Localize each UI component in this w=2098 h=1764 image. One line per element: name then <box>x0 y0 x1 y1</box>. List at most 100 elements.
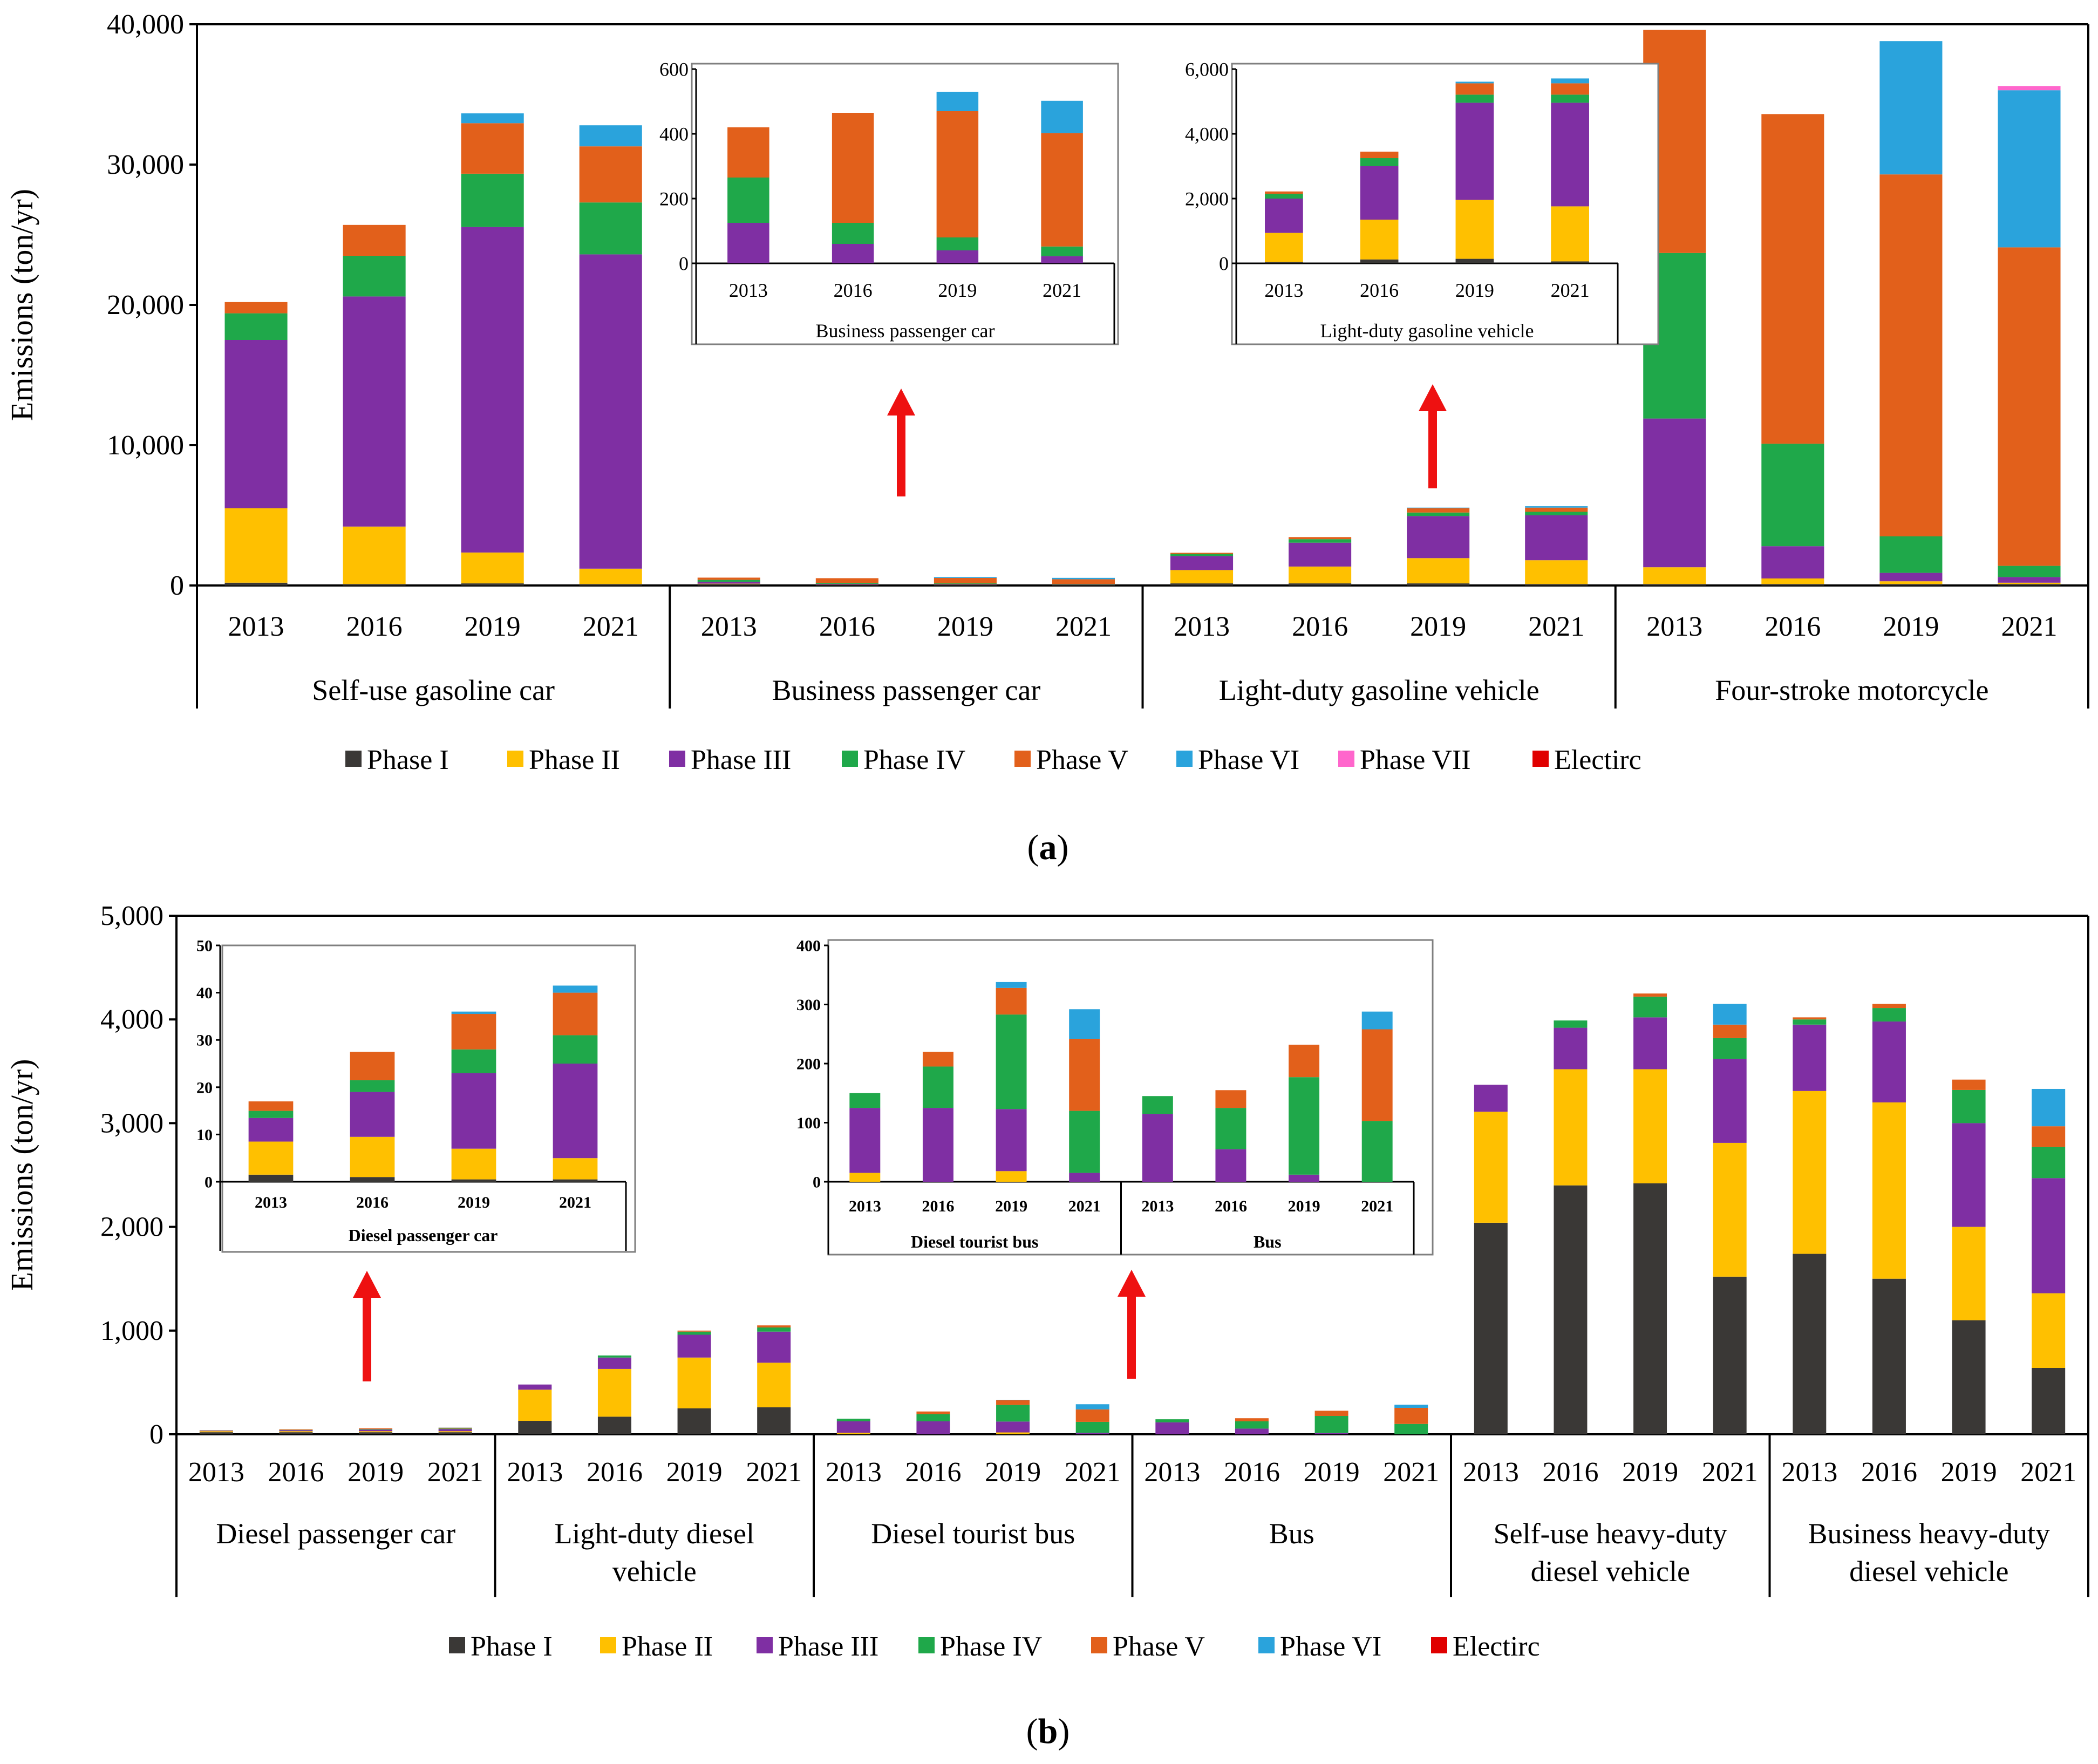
bar-segment-phase-v <box>343 224 406 256</box>
bar-segment-phase-i <box>1793 1254 1827 1434</box>
x-year-label: 2021 <box>2020 1457 2076 1488</box>
inset-bar-segment-phase-iv <box>553 1035 598 1064</box>
inset-bar-segment-phase-vi <box>1455 81 1494 84</box>
bar-segment-phase-v <box>1761 114 1824 444</box>
bar-segment-phase-iv <box>1314 1415 1348 1433</box>
bar-segment-phase-ii <box>343 526 406 584</box>
bar-segment-phase-iii <box>757 1331 791 1363</box>
bar-segment-phase-v <box>1872 1004 1906 1009</box>
inset-bar-segment-phase-ii <box>849 1173 881 1182</box>
inset-y-tick-label: 40 <box>196 984 213 1002</box>
inset-bar-segment-phase-iii <box>922 1108 953 1182</box>
x-year-label: 2021 <box>1383 1457 1439 1488</box>
inset-bar-segment-phase-iii <box>849 1108 881 1173</box>
bar-segment-phase-v <box>916 1411 950 1414</box>
bar-segment-phase-i <box>1761 584 1824 585</box>
x-group-label: Self-use heavy-duty diesel vehicle <box>1494 1517 1727 1588</box>
inset-x-group-label: Diesel passenger car <box>349 1225 498 1245</box>
inset-frame <box>827 939 1434 1256</box>
legend-swatch-phase-iii <box>757 1637 773 1653</box>
bar-segment-phase-i <box>438 1432 472 1434</box>
bar-segment-phase-iii <box>343 296 406 527</box>
legend-swatch-phase-vii <box>1338 751 1354 767</box>
bar-segment-phase-i <box>677 1408 711 1434</box>
inset-bar-segment-phase-vi <box>553 985 598 993</box>
bar-segment-phase-v <box>1879 174 1943 536</box>
bar-segment-phase-iv <box>224 313 288 340</box>
inset-bar-segment-phase-i <box>1455 258 1494 263</box>
bar-segment-phase-iii <box>224 340 288 508</box>
inset-bar-segment-phase-v <box>248 1101 294 1111</box>
x-year-label: 2019 <box>666 1457 723 1488</box>
bar-segment-phase-iv <box>1554 1020 1588 1028</box>
bar-segment-phase-iii <box>579 254 642 569</box>
x-group-label: Diesel tourist bus <box>871 1517 1075 1550</box>
legend-label: Phase VI <box>1280 1631 1381 1662</box>
inset-bar-segment-phase-vi <box>936 92 979 111</box>
inset-bar-segment-phase-v <box>553 992 598 1036</box>
x-year-label: 2016 <box>1224 1457 1280 1488</box>
x-year-label: 2021 <box>1528 611 1584 642</box>
bar-segment-phase-i <box>1407 583 1470 585</box>
bar-segment-phase-ii <box>279 1431 313 1433</box>
bar-segment-phase-iv <box>757 1327 791 1332</box>
bar-segment-phase-ii <box>597 1368 631 1417</box>
inset-bar-segment-phase-iv <box>1265 194 1303 199</box>
bar-segment-phase-i <box>1289 583 1352 585</box>
bar-segment-phase-ii <box>677 1357 711 1408</box>
bar-segment-phase-i <box>934 584 997 585</box>
x-group-label-line: vehicle <box>612 1555 697 1588</box>
bar-segment-phase-ii <box>2032 1293 2066 1368</box>
x-year-label: 2019 <box>1622 1457 1678 1488</box>
bar-segment-phase-i <box>518 1421 552 1434</box>
inset-bar-segment-phase-iv <box>1360 158 1399 166</box>
inset-bar-segment-phase-i <box>350 1177 395 1182</box>
bar-segment-phase-v <box>1407 508 1470 513</box>
x-year-label: 2021 <box>1702 1457 1758 1488</box>
bar-segment-phase-i <box>279 1432 313 1434</box>
inset-bar-segment-phase-i <box>1551 261 1589 263</box>
legend-swatch-phase-i <box>345 751 362 767</box>
x-group-label: Self-use gasoline car <box>312 674 555 706</box>
red-arrow-head <box>353 1271 381 1298</box>
x-year-label: 2021 <box>2001 611 2057 642</box>
inset-bar-segment-phase-v <box>1361 1029 1393 1121</box>
y-tick-label: 0 <box>170 570 184 601</box>
legend-label: Phase VI <box>1198 745 1299 775</box>
x-group-label: Business passenger car <box>772 674 1040 706</box>
inset-chart: 0 200 400 600 2013 2016 2019 2021 Business passe… <box>659 59 1119 345</box>
y-axis-title: Emissions (ton/yr) <box>4 189 39 421</box>
y-tick-label: 0 <box>149 1419 164 1450</box>
legend-swatch-phase-iii <box>669 751 685 767</box>
inset-bar-segment-phase-ii <box>350 1136 395 1177</box>
inset-x-group-label: Light-duty gasoline vehicle <box>1320 320 1534 342</box>
bar-segment-phase-i <box>1643 584 1706 585</box>
inset-y-tick-label: 400 <box>796 937 821 955</box>
bar-segment-phase-i <box>597 1416 631 1434</box>
bar-segment-phase-iv <box>1289 539 1352 543</box>
bar-segment-phase-ii <box>1879 581 1943 584</box>
x-year-label: 2019 <box>1883 611 1939 642</box>
x-group-label-line: Light-duty diesel <box>555 1517 754 1550</box>
inset-x-year-label: 2021 <box>1361 1197 1393 1215</box>
x-year-label: 2016 <box>346 611 403 642</box>
bar-segment-phase-i <box>697 584 760 585</box>
inset-bar-segment-phase-ii <box>1551 206 1589 262</box>
inset-bar-segment-phase-v <box>1289 1044 1320 1078</box>
bar-segment-phase-vi <box>1713 1004 1747 1025</box>
inset-bar-segment-phase-iv <box>996 1014 1027 1109</box>
inset-bar-segment-phase-iv <box>1455 94 1494 103</box>
x-group-label-line: diesel vehicle <box>1849 1555 2008 1588</box>
legend-label: Phase V <box>1113 1631 1205 1662</box>
bar-segment-phase-iii <box>1289 542 1352 567</box>
x-year-label: 2019 <box>465 611 521 642</box>
legend-label: Electirc <box>1554 745 1641 775</box>
x-group-label: Four-stroke motorcycle <box>1715 674 1988 706</box>
inset-x-year-label: 2013 <box>849 1197 881 1215</box>
bar-segment-phase-v <box>1793 1017 1827 1020</box>
inset-y-tick-label: 600 <box>659 59 689 80</box>
y-tick-label: 4,000 <box>100 1004 164 1035</box>
bar-segment-phase-v <box>697 577 760 580</box>
inset-bar-segment-phase-v <box>1360 152 1399 158</box>
bar-segment-phase-i <box>579 584 642 585</box>
